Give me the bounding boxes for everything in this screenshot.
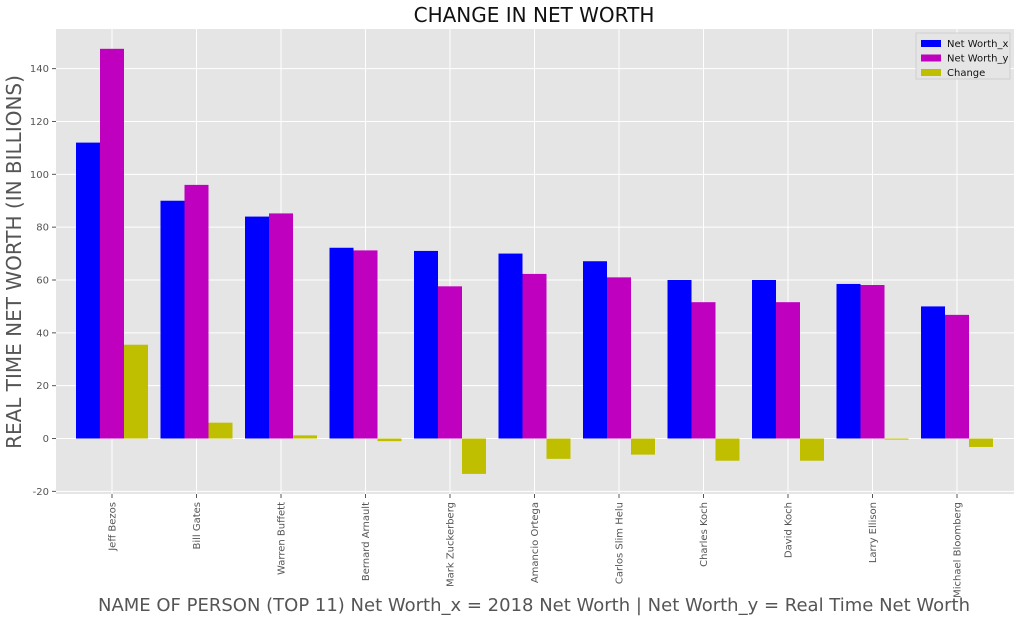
y-tick-label: 20: [36, 381, 49, 392]
y-axis-label: REAL TIME NET WORTH (IN BILLIONS): [2, 75, 26, 449]
bar-change: [377, 438, 402, 442]
bar-change: [631, 438, 655, 455]
bar-net-worth-x: [752, 279, 776, 439]
y-ticks: -20 0 20 40 60 80 100 120 140: [30, 64, 56, 498]
y-tick-label: 0: [43, 434, 49, 445]
bar-change: [884, 438, 909, 440]
legend-swatch: [921, 40, 941, 47]
legend-swatch: [921, 54, 941, 62]
bar-net-worth-x: [329, 247, 354, 439]
bar-net-worth-y: [691, 302, 716, 439]
bar-net-worth-y: [860, 285, 885, 439]
bars: [76, 48, 993, 474]
bar-net-worth-x: [667, 279, 692, 439]
y-tick-label: -20: [33, 487, 49, 498]
x-tick-label: Bill Gates: [192, 502, 203, 550]
bar-change: [208, 422, 233, 439]
bar-net-worth-x: [414, 250, 438, 439]
x-axis-label: NAME OF PERSON (TOP 11) Net Worth_x = 20…: [98, 595, 970, 616]
bar-net-worth-x: [76, 142, 100, 439]
bar-net-worth-y: [522, 273, 547, 439]
x-tick-label: Warren Buffett: [277, 502, 288, 575]
bar-net-worth-y: [100, 48, 124, 439]
bar-net-worth-x: [836, 283, 861, 439]
bar-net-worth-x: [921, 306, 945, 439]
x-tick-label: Michael Bloomberg: [953, 502, 964, 598]
bar-net-worth-y: [438, 286, 462, 439]
x-tick-label: Jeff Bezos: [108, 502, 119, 552]
bar-net-worth-x: [245, 216, 269, 439]
x-tick-label: Larry Ellison: [868, 502, 879, 563]
x-tick-label: David Koch: [784, 502, 795, 558]
x-ticks: Jeff Bezos Bill Gates Warren Buffett Bernar…: [108, 494, 964, 598]
legend-label: Change: [947, 68, 985, 79]
legend: Net Worth_x Net Worth_y Change: [915, 32, 1011, 80]
x-tick-label: Mark Zuckerberg: [446, 502, 457, 587]
bar-change: [969, 438, 993, 447]
y-tick-label: 60: [36, 275, 49, 286]
x-tick-label: Bernard Arnault: [361, 502, 372, 581]
bar-change: [293, 435, 317, 439]
y-tick-label: 100: [30, 170, 49, 181]
bar-net-worth-y: [945, 314, 969, 439]
y-tick-label: 80: [36, 223, 49, 234]
bar-change: [124, 344, 148, 439]
chart-title: CHANGE IN NET WORTH: [414, 3, 655, 27]
bar-net-worth-y: [269, 213, 293, 439]
bar-change: [800, 438, 824, 461]
y-tick-label: 40: [36, 328, 49, 339]
x-tick-label: Charles Koch: [699, 502, 710, 567]
legend-swatch: [921, 69, 941, 76]
legend-label: Net Worth_x: [947, 39, 1009, 50]
bar-net-worth-x: [498, 253, 523, 439]
bar-net-worth-y: [776, 302, 800, 439]
x-tick-label: Amancio Ortega: [530, 502, 541, 583]
x-tick-label: Carlos Slim Helu: [615, 502, 626, 584]
y-tick-label: 140: [30, 64, 49, 75]
bar-net-worth-y: [353, 250, 378, 439]
legend-label: Net Worth_y: [947, 54, 1009, 65]
bar-net-worth-x: [160, 200, 185, 439]
y-tick-label: 120: [30, 117, 49, 128]
bar-net-worth-y: [184, 184, 209, 439]
bar-net-worth-y: [607, 277, 631, 439]
bar-change: [462, 438, 486, 474]
bar-change: [715, 438, 740, 461]
bar-net-worth-x: [583, 261, 607, 439]
bar-change: [546, 438, 571, 459]
